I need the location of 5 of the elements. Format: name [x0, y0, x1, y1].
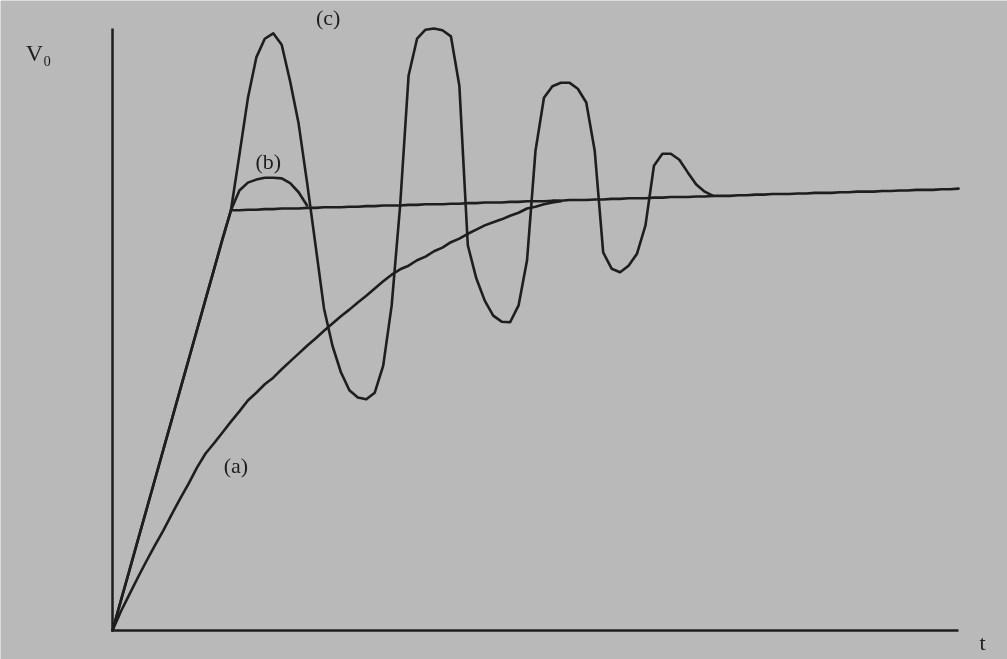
series-label: (a): [223, 453, 249, 479]
series-label: (b): [255, 149, 282, 175]
x-axis-title: t: [979, 630, 986, 655]
y-axis-title: V₀: [25, 39, 52, 66]
series-label: (c): [316, 4, 341, 30]
